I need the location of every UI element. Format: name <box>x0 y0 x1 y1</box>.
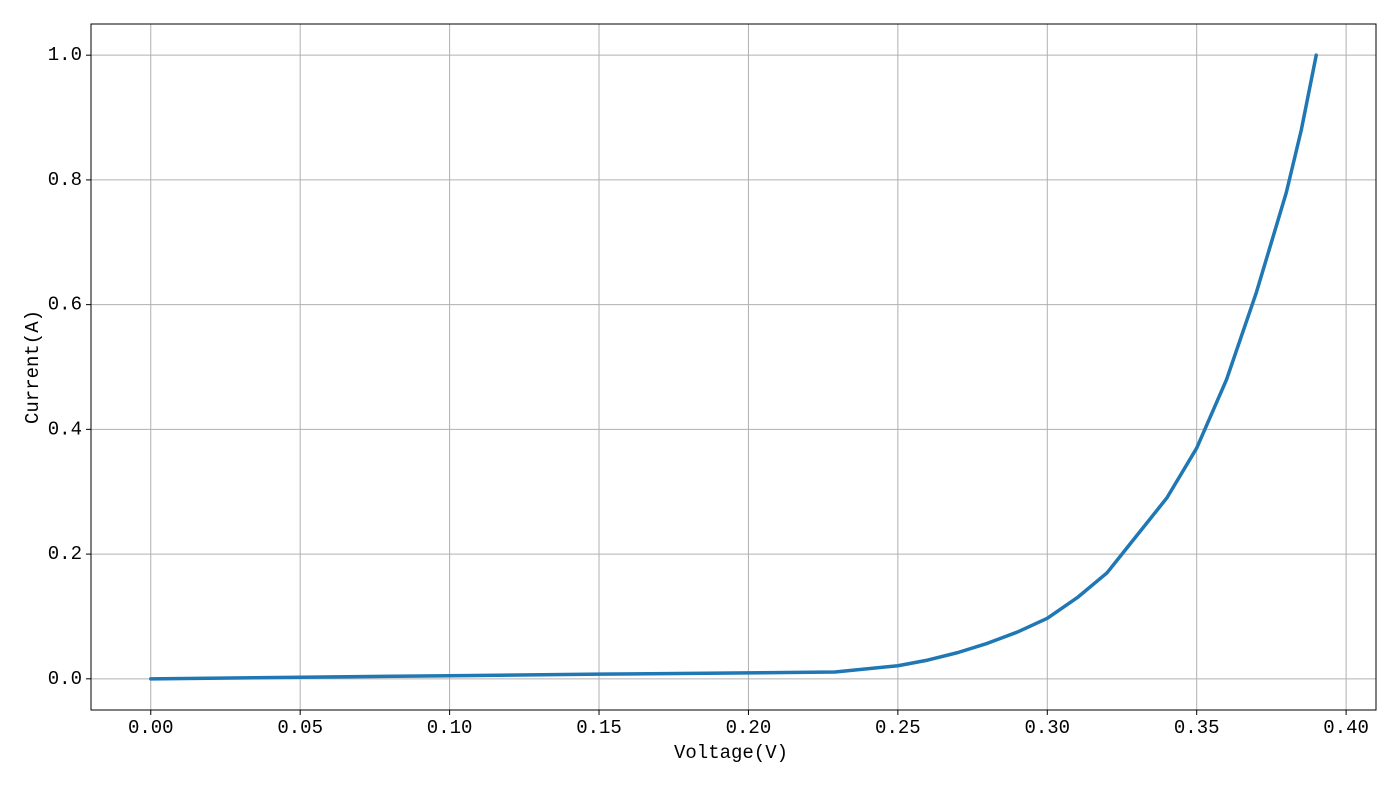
y-tick-label: 0.8 <box>48 169 82 191</box>
x-tick-label: 0.40 <box>1323 717 1369 739</box>
y-tick-label: 0.2 <box>48 543 82 565</box>
plot-frame <box>90 23 1377 711</box>
y-axis-label: Current(A) <box>22 310 44 424</box>
x-tick-label: 0.00 <box>128 717 174 739</box>
y-tick-label: 0.4 <box>48 418 82 440</box>
x-tick-label: 0.35 <box>1174 717 1220 739</box>
y-tick-label: 0.6 <box>48 294 82 316</box>
x-tick-label: 0.05 <box>277 717 323 739</box>
x-tick-label: 0.15 <box>576 717 622 739</box>
x-tick-label: 0.25 <box>875 717 921 739</box>
data-line <box>149 53 1318 681</box>
x-tick-label: 0.10 <box>427 717 473 739</box>
x-tick-label: 0.30 <box>1024 717 1070 739</box>
y-tick-label: 0.0 <box>48 668 82 690</box>
x-tick-label: 0.20 <box>726 717 772 739</box>
x-axis-label: Voltage(V) <box>674 742 788 764</box>
y-tick-label: 1.0 <box>48 44 82 66</box>
